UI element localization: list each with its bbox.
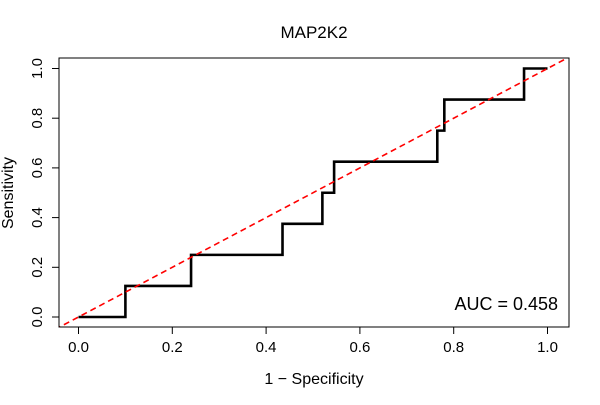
x-axis-title: 1 − Specificity	[264, 371, 363, 388]
chart-marks: 0.0 0.2 0.4 0.6 0.8 1.0 0.0 0.2 0.4 0.6 0.8 1.0	[29, 57, 570, 356]
x-tick-label: 1.0	[537, 339, 558, 356]
roc-curve-line	[78, 67, 548, 319]
y-tick-label: 0.0	[29, 307, 46, 328]
x-tick-label: 0.8	[443, 339, 464, 356]
y-tick-label: 0.2	[29, 257, 46, 278]
x-tick-label: 0.6	[349, 339, 370, 356]
y-tick-label: 0.8	[29, 108, 46, 129]
y-tick-label: 0.4	[29, 207, 46, 228]
y-tick-label: 1.0	[29, 58, 46, 79]
x-tick-label: 0.0	[68, 339, 89, 356]
x-tick-label: 0.4	[256, 339, 277, 356]
x-tick-label: 0.2	[162, 339, 183, 356]
auc-annotation: AUC = 0.458	[454, 294, 558, 314]
chart-title: MAP2K2	[280, 23, 347, 42]
reference-diagonal-line	[59, 58, 569, 327]
y-tick-label: 0.6	[29, 157, 46, 178]
y-axis-title: Sensitivity	[0, 157, 17, 229]
